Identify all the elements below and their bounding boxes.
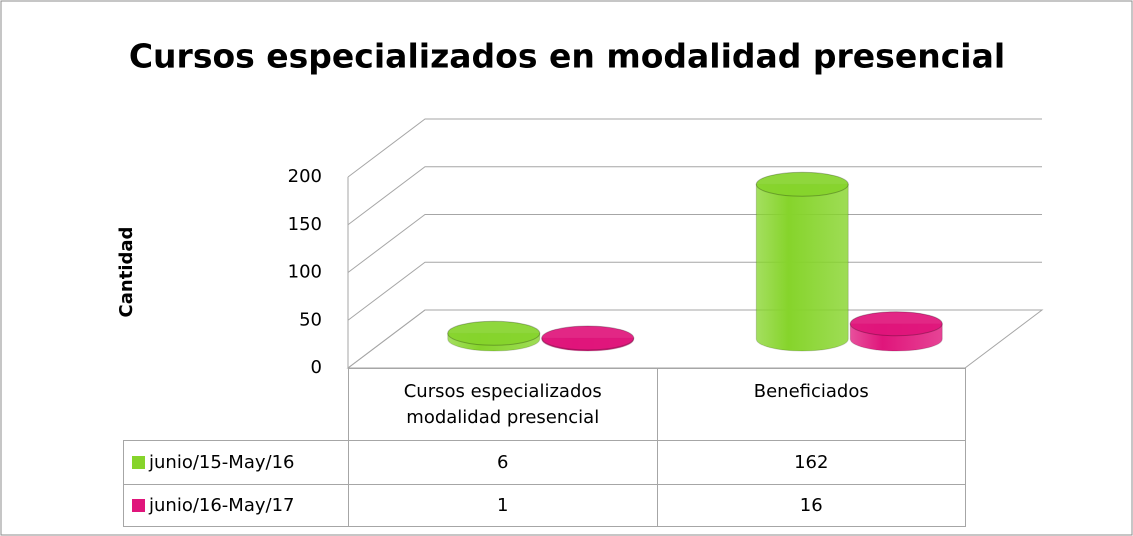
legend-label: junio/15-May/16 [149,451,295,473]
table-value: 16 [656,484,966,527]
category-header: Beneficiados [656,368,966,441]
table-value: 162 [656,440,966,485]
y-tick-label: 200 [288,166,322,187]
chart-title: Cursos especializados en modalidad prese… [129,37,1005,76]
legend-swatch [132,499,145,512]
y-tick-label: 100 [288,262,322,283]
y-axis-label: Cantidad [116,227,137,318]
grid-line [347,166,1042,226]
legend-swatch [132,456,145,469]
legend-cell: junio/16-May/17 [123,484,349,527]
cylinder-top [447,320,541,346]
grid-line [347,261,1042,321]
legend-label: junio/16-May/17 [149,494,295,516]
table-value: 6 [348,440,658,485]
y-tick-label: 0 [311,357,322,378]
y-tick-label: 150 [288,214,322,235]
grid-line [347,214,1042,273]
cylinder-top [849,311,943,337]
category-header: Cursos especializados modalidad presenci… [348,368,658,441]
legend-cell: junio/15-May/16 [123,440,349,485]
cylinder-body [755,183,849,352]
cylinder-top [541,325,635,351]
cylinder-top [755,171,849,197]
table-value: 1 [348,484,658,527]
grid-line [347,118,1042,178]
y-tick-label: 50 [299,309,322,330]
